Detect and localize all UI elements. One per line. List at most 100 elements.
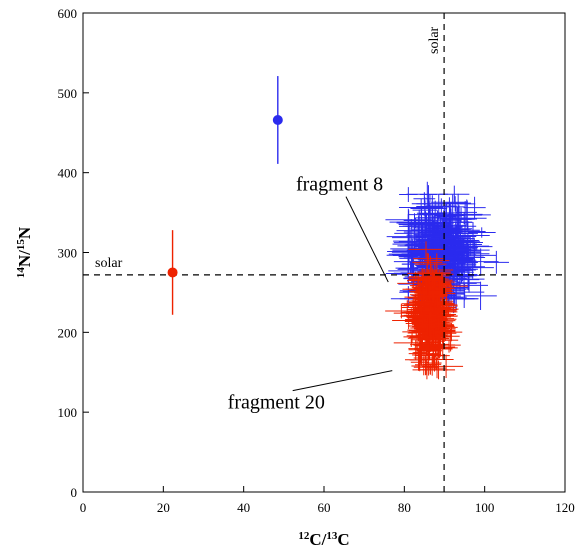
data-point	[421, 325, 452, 342]
highlighted-point-2	[167, 230, 178, 315]
data-point	[409, 268, 435, 292]
data-point	[418, 286, 438, 301]
reference-lines: solar solar	[83, 13, 565, 492]
data-point	[457, 272, 481, 293]
data-point	[464, 281, 497, 310]
data-point	[408, 245, 457, 263]
data-point	[467, 227, 496, 238]
axes: 0 20 40 60 80 100 120 0 100 200 300 400 500 600 12C/13…	[15, 6, 575, 549]
x-tick-label: 40	[237, 500, 250, 515]
data-point	[433, 244, 452, 268]
data-point	[457, 241, 476, 261]
series-2-annotation: fragment 20	[228, 392, 325, 414]
data-point	[437, 237, 463, 250]
highlighted-point-marker	[167, 267, 178, 278]
data-point	[424, 299, 451, 320]
series-1-annotation-pointer	[345, 196, 389, 283]
data-point	[431, 319, 455, 343]
data-point	[422, 312, 436, 337]
data-point	[420, 276, 434, 296]
x-axis-title-superscript: 12	[298, 530, 310, 542]
data-point	[424, 336, 455, 358]
data-point	[457, 256, 478, 269]
x-axis-title: 12C/13C	[298, 530, 349, 549]
x-tick-label: 60	[318, 500, 331, 515]
data-point	[443, 252, 482, 282]
data-point	[427, 354, 442, 372]
y-axis-title-text: N	[15, 226, 34, 239]
data-clusters	[385, 181, 510, 380]
data-point	[483, 250, 510, 274]
y-tick-label: 400	[58, 166, 78, 181]
x-tick-label: 120	[555, 500, 575, 515]
data-point	[410, 201, 448, 216]
data-point	[412, 252, 443, 272]
data-point	[427, 274, 449, 284]
data-point	[392, 226, 427, 250]
data-point	[419, 328, 452, 337]
data-point	[443, 200, 491, 230]
y-axis-title-text: N/	[15, 250, 34, 267]
data-point	[442, 337, 456, 353]
data-point	[403, 330, 421, 344]
x-axis-title-text: C	[337, 530, 349, 549]
data-point	[421, 220, 461, 243]
data-point	[424, 303, 446, 327]
highlighted-point-marker	[272, 114, 283, 125]
x-axis-title-superscript: 13	[326, 530, 338, 542]
solar-horizontal-label: solar	[95, 256, 123, 271]
data-point	[396, 224, 442, 237]
series-2-annotation-pointer	[292, 370, 393, 392]
y-axis-title: 14N/15N	[15, 226, 34, 278]
data-point	[421, 289, 445, 304]
data-point	[445, 193, 472, 213]
data-point	[418, 364, 443, 375]
y-axis-title-superscript: 14	[15, 267, 27, 279]
data-point	[414, 342, 443, 355]
y-tick-label: 0	[71, 485, 78, 500]
data-point	[408, 241, 444, 258]
y-tick-label: 100	[58, 405, 78, 420]
data-point	[412, 306, 431, 315]
data-point	[435, 202, 466, 229]
x-tick-label: 0	[80, 500, 87, 515]
data-point	[398, 198, 444, 217]
data-point	[419, 185, 438, 204]
series-2-points	[385, 241, 469, 380]
data-point	[393, 308, 429, 319]
data-point	[399, 187, 418, 203]
x-tick-label: 80	[398, 500, 411, 515]
x-axis-title-text: C/	[309, 530, 326, 549]
data-point	[422, 358, 436, 376]
highlighted-point-1	[272, 76, 283, 164]
x-tick-label: 20	[157, 500, 170, 515]
data-point	[411, 328, 447, 344]
data-point	[430, 228, 477, 245]
solar-vertical-label: solar	[427, 26, 442, 54]
data-point	[424, 298, 438, 319]
annotations: fragment 8 fragment 20	[228, 174, 393, 414]
plot-frame	[82, 12, 566, 493]
data-point	[420, 303, 449, 320]
data-point	[443, 245, 469, 260]
data-point	[420, 264, 454, 276]
data-point	[410, 353, 429, 372]
data-point	[385, 303, 418, 319]
data-point	[456, 199, 478, 226]
data-point	[424, 204, 467, 232]
data-point	[416, 195, 449, 213]
data-point	[420, 329, 446, 347]
data-point	[416, 196, 434, 217]
data-point	[412, 317, 444, 336]
y-tick-label: 600	[58, 6, 78, 21]
y-axis-title-superscript: 15	[15, 239, 27, 251]
y-tick-label: 300	[58, 246, 78, 261]
series-1-annotation: fragment 8	[296, 174, 383, 196]
highlighted-points	[167, 76, 283, 315]
y-tick-label: 500	[58, 86, 78, 101]
data-point	[428, 281, 450, 302]
data-point	[400, 300, 414, 311]
x-tick-label: 100	[475, 500, 495, 515]
